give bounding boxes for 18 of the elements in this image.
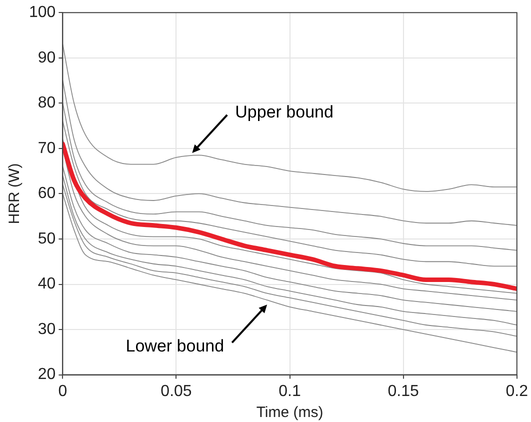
y-tick-label: 80: [38, 94, 56, 112]
y-tick-label: 60: [38, 185, 56, 202]
x-axis-title: Time (ms): [256, 404, 324, 422]
y-tick-label: 70: [38, 140, 56, 157]
y-tick-label: 20: [38, 366, 56, 384]
y-tick-label: 30: [38, 320, 56, 338]
y-tick-label: 50: [38, 230, 56, 248]
y-tick-label: 100: [28, 4, 56, 22]
x-tick-label: 0.2: [506, 382, 528, 400]
y-tick-label: 90: [38, 49, 56, 66]
x-tick-label: 0: [58, 382, 68, 400]
y-axis-title: HRR (W): [6, 163, 24, 224]
x-tick-label: 0.15: [388, 382, 420, 400]
x-tick-label: 0.05: [160, 382, 192, 400]
y-tick-label: 40: [38, 276, 56, 293]
x-tick-label: 0.1: [278, 382, 302, 400]
annotation: Upper bound: [235, 102, 334, 122]
annotation: Lower bound: [126, 336, 224, 356]
